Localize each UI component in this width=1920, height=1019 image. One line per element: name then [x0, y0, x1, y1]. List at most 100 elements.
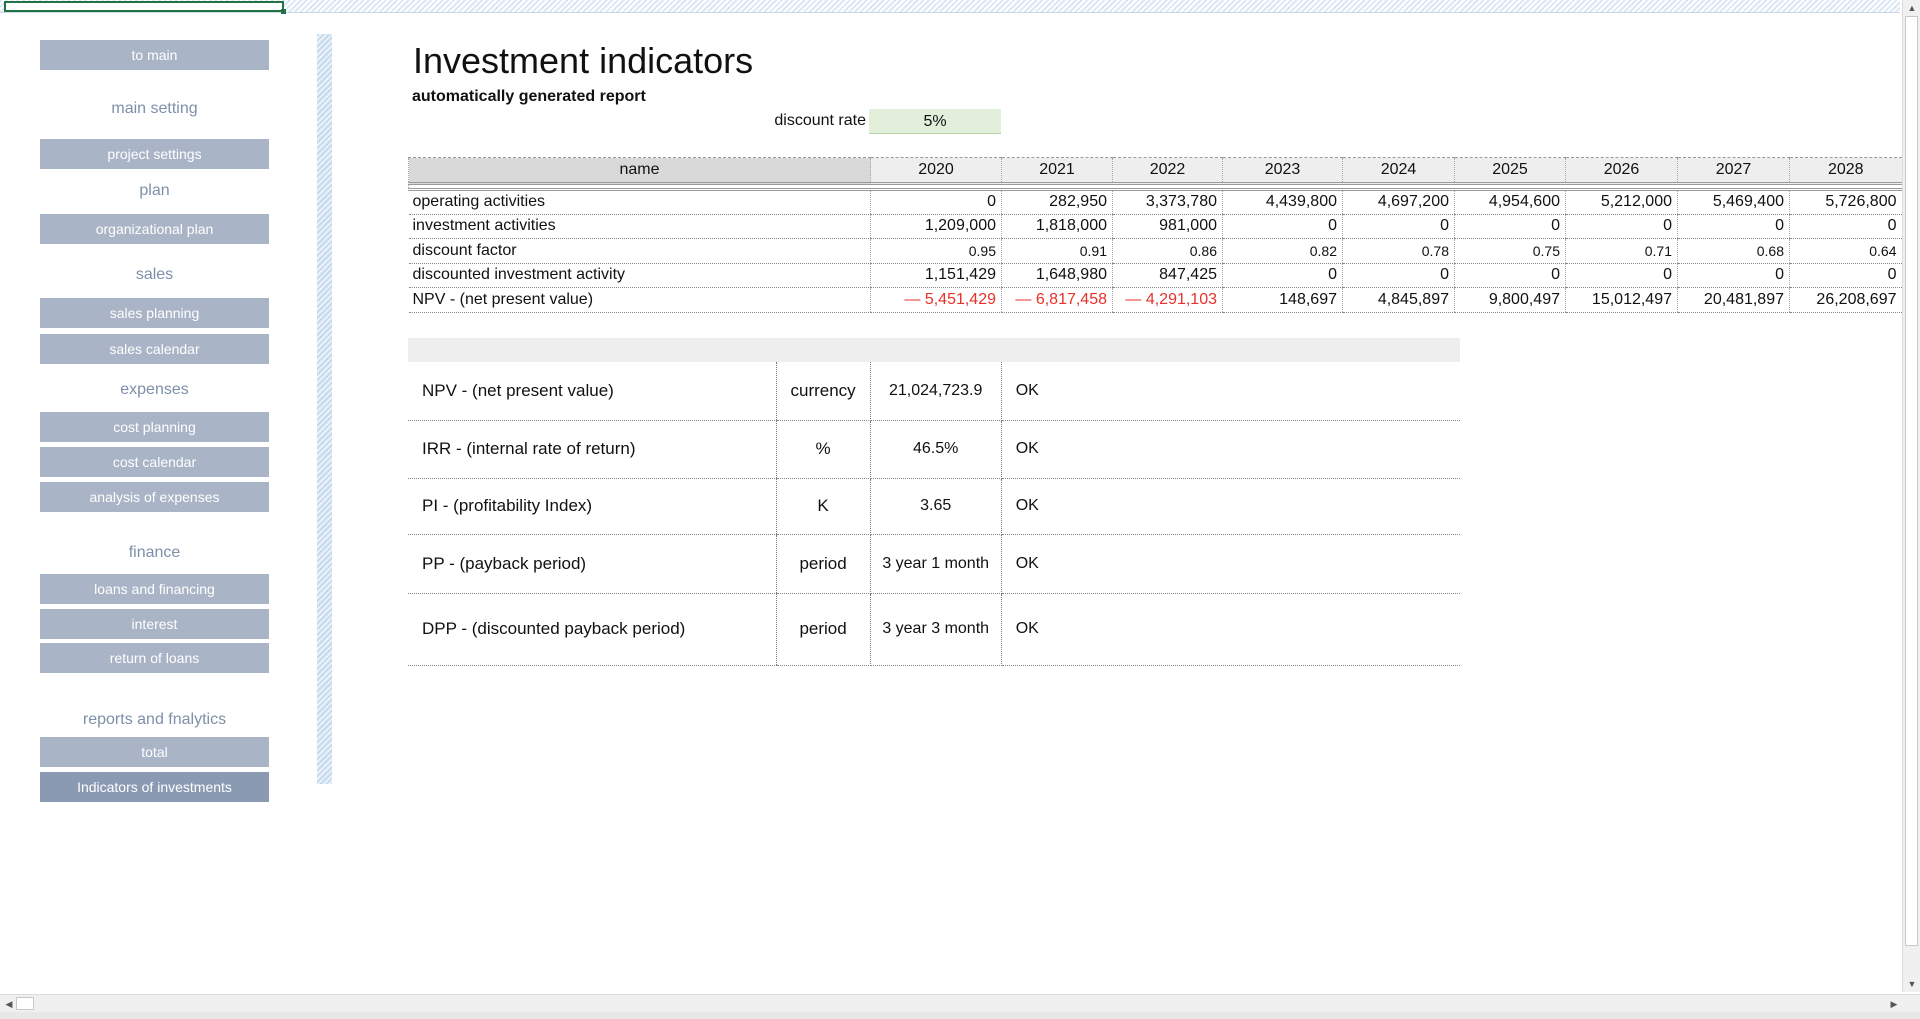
table-cell[interactable]: 0.86 [1112, 238, 1223, 264]
indicator-status[interactable]: OK [1001, 593, 1461, 666]
indicator-name[interactable]: PI - (profitability Index) [408, 478, 776, 535]
indicator-status[interactable]: OK [1001, 478, 1461, 535]
table-cell[interactable]: 981,000 [1112, 214, 1223, 239]
table-cell[interactable]: 4,697,200 [1342, 189, 1455, 215]
table-cell[interactable]: 20,481,897 [1677, 287, 1790, 313]
indicator-status[interactable]: OK [1001, 420, 1461, 479]
row-label[interactable]: NPV - (net present value) [408, 287, 871, 313]
table-cell[interactable]: 1,209,000 [870, 214, 1002, 239]
indicators-summary-table: NPV - (net present value) currency 21,02… [408, 362, 1461, 666]
loans-and-financing-button[interactable]: loans and financing [40, 574, 269, 604]
table-cell[interactable]: 15,012,497 [1565, 287, 1678, 313]
table-cell[interactable]: 0.75 [1454, 238, 1566, 264]
vertical-scroll-thumb[interactable] [1905, 16, 1918, 946]
discount-rate-input[interactable]: 5% [869, 109, 1001, 134]
table-cell[interactable]: 282,950 [1001, 189, 1113, 215]
section-heading-reports: reports and fnalytics [82, 711, 227, 728]
table-cell[interactable]: 0 [870, 189, 1002, 215]
table-cell[interactable]: 4,439,800 [1222, 189, 1343, 215]
row-label[interactable]: investment activities [408, 214, 871, 239]
return-of-loans-button[interactable]: return of loans [40, 643, 269, 673]
table-cell[interactable]: 0 [1342, 263, 1455, 288]
table-cell[interactable]: 1,648,980 [1001, 263, 1113, 288]
table-cell[interactable]: 0 [1222, 263, 1343, 288]
sales-calendar-button[interactable]: sales calendar [40, 334, 269, 364]
indicator-unit[interactable]: % [775, 420, 871, 479]
table-cell-negative[interactable]: — 5,451,429 [870, 287, 1002, 313]
table-cell[interactable]: 5,469,400 [1677, 189, 1790, 215]
cost-calendar-button[interactable]: cost calendar [40, 447, 269, 477]
sales-planning-button[interactable]: sales planning [40, 298, 269, 328]
table-cell-negative[interactable]: — 6,817,458 [1001, 287, 1113, 313]
to-main-button[interactable]: to main [40, 40, 269, 70]
table-cell[interactable]: 9,800,497 [1454, 287, 1566, 313]
table-cell[interactable]: 0 [1454, 263, 1566, 288]
indicator-name[interactable]: NPV - (net present value) [408, 362, 776, 421]
table-cell-negative[interactable]: — 4,291,103 [1112, 287, 1223, 313]
analysis-of-expenses-button[interactable]: analysis of expenses [40, 482, 269, 512]
table-cell[interactable]: 0.64 [1789, 238, 1902, 264]
table-cell[interactable]: 0 [1565, 214, 1678, 239]
indicator-status[interactable]: OK [1001, 534, 1461, 594]
triangle-left-icon[interactable]: ◀ [5, 999, 13, 1009]
horizontal-scrollbar[interactable]: ◀ ▶ [0, 994, 1920, 1012]
table-cell[interactable]: 1,151,429 [870, 263, 1002, 288]
indicator-name[interactable]: IRR - (internal rate of return) [408, 420, 776, 479]
table-cell[interactable]: 0.91 [1001, 238, 1113, 264]
indicator-unit[interactable]: period [775, 534, 871, 594]
table-cell[interactable]: 847,425 [1112, 263, 1223, 288]
horizontal-scroll-thumb[interactable] [16, 997, 34, 1010]
table-cell[interactable]: 3,373,780 [1112, 189, 1223, 215]
table-cell[interactable]: 0.71 [1565, 238, 1678, 264]
triangle-down-icon[interactable]: ▼ [1907, 979, 1917, 989]
indicator-value[interactable]: 3 year 1 month [870, 534, 1002, 594]
triangle-right-icon[interactable]: ▶ [1890, 999, 1898, 1009]
table-cell[interactable]: 0.82 [1222, 238, 1343, 264]
row-label[interactable]: operating activities [408, 189, 871, 215]
indicator-value[interactable]: 3.65 [870, 478, 1002, 535]
table-cell[interactable]: 26,208,697 [1789, 287, 1902, 313]
cost-planning-button[interactable]: cost planning [40, 412, 269, 442]
column-header-strip [0, 0, 1900, 14]
table-cell[interactable]: 4,845,897 [1342, 287, 1455, 313]
table-cell[interactable]: 0 [1342, 214, 1455, 239]
table-cell[interactable]: 5,212,000 [1565, 189, 1678, 215]
table-cell[interactable]: 148,697 [1222, 287, 1343, 313]
interest-button[interactable]: interest [40, 609, 269, 639]
indicator-value[interactable]: 21,024,723.9 [870, 362, 1002, 421]
summary-header-bar [408, 338, 1460, 362]
table-cell[interactable]: 0 [1454, 214, 1566, 239]
selected-cell[interactable] [4, 1, 286, 14]
table-cell[interactable]: 0 [1677, 214, 1790, 239]
row-label[interactable]: discounted investment activity [408, 263, 871, 288]
indicator-name[interactable]: PP - (payback period) [408, 534, 776, 594]
indicator-unit[interactable]: K [775, 478, 871, 535]
table-cell[interactable]: 0 [1565, 263, 1678, 288]
header-spacer-row [408, 183, 1902, 191]
summary-row: DPP - (discounted payback period) period… [408, 593, 1461, 666]
table-cell[interactable]: 0.95 [870, 238, 1002, 264]
table-cell[interactable]: 0.68 [1677, 238, 1790, 264]
table-cell[interactable]: 0 [1789, 214, 1902, 239]
indicator-name[interactable]: DPP - (discounted payback period) [408, 593, 776, 666]
indicator-unit[interactable]: currency [775, 362, 871, 421]
table-cell[interactable]: 0 [1222, 214, 1343, 239]
row-label[interactable]: discount factor [408, 238, 871, 264]
summary-row: NPV - (net present value) currency 21,02… [408, 362, 1461, 421]
table-cell[interactable]: 0.78 [1342, 238, 1455, 264]
indicator-value[interactable]: 3 year 3 month [870, 593, 1002, 666]
indicator-unit[interactable]: period [775, 593, 871, 666]
vertical-scrollbar[interactable]: ▲ ▼ [1902, 0, 1920, 992]
indicators-of-investments-button[interactable]: Indicators of investments [40, 772, 269, 802]
table-cell[interactable]: 4,954,600 [1454, 189, 1566, 215]
project-settings-button[interactable]: project settings [40, 139, 269, 169]
total-button[interactable]: total [40, 737, 269, 767]
indicator-value[interactable]: 46.5% [870, 420, 1002, 479]
organizational-plan-button[interactable]: organizational plan [40, 214, 269, 244]
table-cell[interactable]: 0 [1789, 263, 1902, 288]
table-cell[interactable]: 5,726,800 [1789, 189, 1902, 215]
indicator-status[interactable]: OK [1001, 362, 1461, 421]
triangle-up-icon[interactable]: ▲ [1907, 3, 1917, 13]
table-cell[interactable]: 0 [1677, 263, 1790, 288]
table-cell[interactable]: 1,818,000 [1001, 214, 1113, 239]
